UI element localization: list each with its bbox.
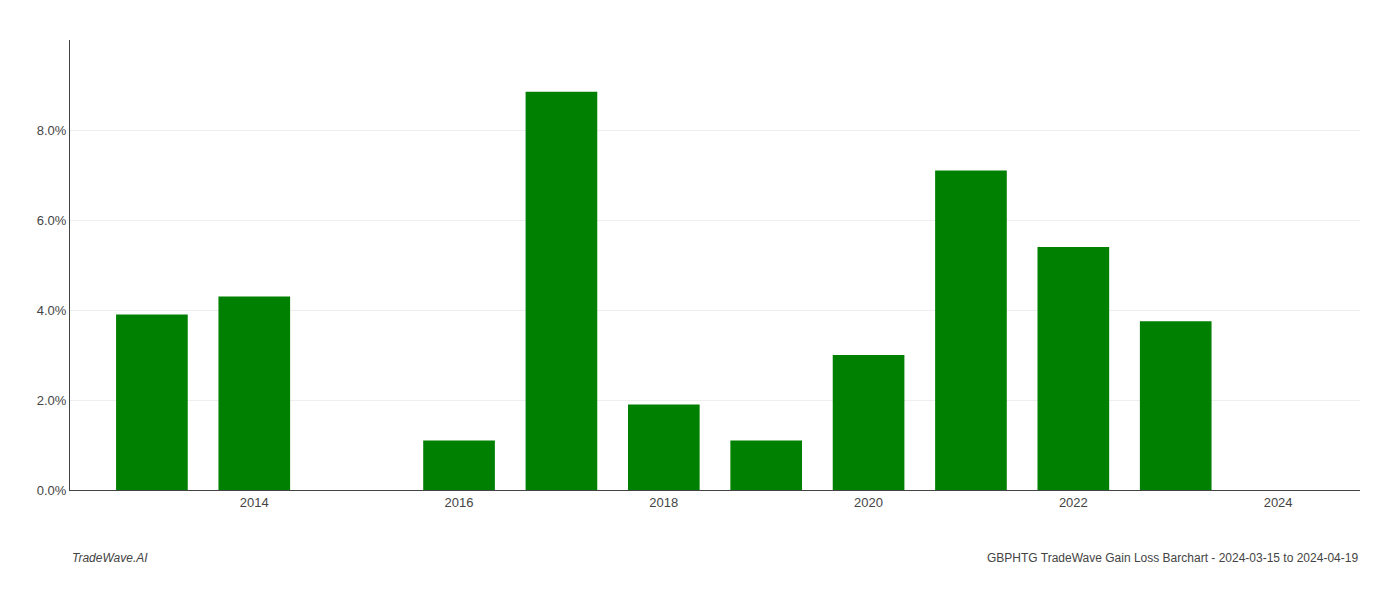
svg-text:2024: 2024: [1264, 495, 1293, 510]
svg-text:6.0%: 6.0%: [37, 213, 67, 228]
svg-text:TradeWave.AI: TradeWave.AI: [72, 551, 148, 565]
svg-text:8.0%: 8.0%: [37, 123, 67, 138]
svg-text:2022: 2022: [1059, 495, 1088, 510]
svg-text:2.0%: 2.0%: [37, 393, 67, 408]
svg-text:2020: 2020: [854, 495, 883, 510]
svg-text:0.0%: 0.0%: [37, 483, 67, 498]
svg-text:GBPHTG TradeWave Gain Loss Bar: GBPHTG TradeWave Gain Loss Barchart - 20…: [987, 551, 1358, 565]
svg-text:4.0%: 4.0%: [37, 303, 67, 318]
svg-text:2018: 2018: [649, 495, 678, 510]
svg-text:2014: 2014: [240, 495, 269, 510]
svg-text:2016: 2016: [445, 495, 474, 510]
